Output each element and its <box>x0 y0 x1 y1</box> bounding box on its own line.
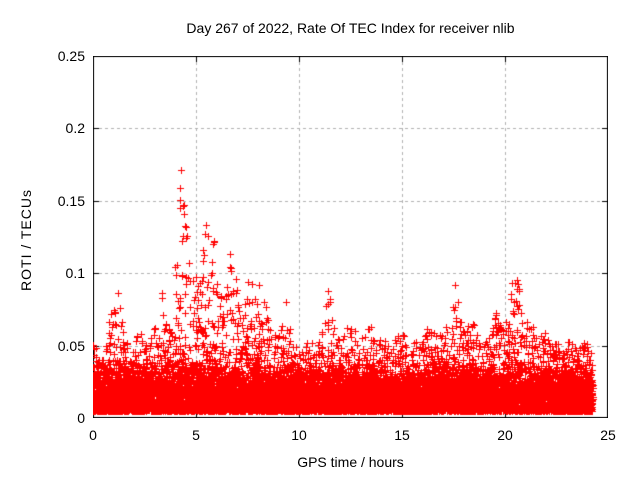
plot-canvas <box>93 56 608 418</box>
x-tick-label: 0 <box>89 427 97 443</box>
y-tick-label: 0 <box>77 410 85 426</box>
x-tick-label: 20 <box>497 427 513 443</box>
x-axis-label: GPS time / hours <box>297 454 404 470</box>
y-tick-label: 0.25 <box>57 48 85 64</box>
x-tick-label: 5 <box>192 427 200 443</box>
y-tick-label: 0.1 <box>65 265 85 282</box>
x-tick-label: 15 <box>394 427 410 443</box>
y-tick-label: 0.2 <box>65 120 85 137</box>
x-tick-label: 25 <box>600 427 616 443</box>
chart-title: Day 267 of 2022, Rate Of TEC Index for r… <box>186 20 515 36</box>
x-tick-label: 10 <box>291 427 307 443</box>
y-tick-label: 0.15 <box>57 192 85 209</box>
y-tick-label: 0.05 <box>57 337 85 354</box>
